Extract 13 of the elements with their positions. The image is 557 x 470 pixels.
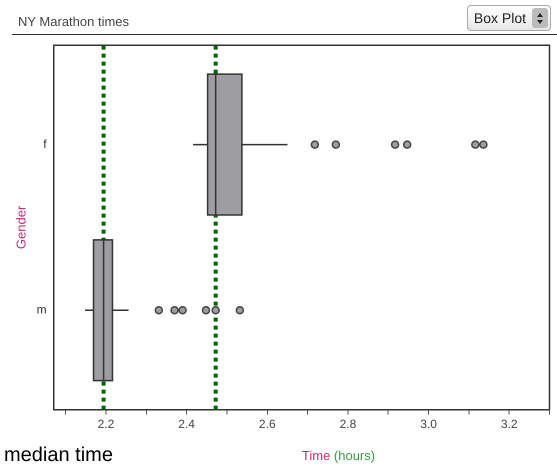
- y-axis-title: Gender: [13, 205, 28, 250]
- x-tick-label: 2.6: [258, 417, 276, 432]
- x-axis-title: Time (hours): [302, 448, 376, 463]
- x-tick-label: 3.0: [420, 417, 438, 432]
- chart-title: NY Marathon times: [18, 14, 130, 29]
- x-tick-label: 2.4: [178, 417, 196, 432]
- dropdown: Box Plot: [466, 5, 551, 31]
- y-tick-label: m: [36, 302, 47, 317]
- x-tick-label: 2.2: [98, 417, 115, 432]
- y-tick-label: f: [43, 136, 48, 151]
- x-tick-label: 3.2: [500, 417, 518, 432]
- text: median time: [4, 444, 113, 467]
- x-tick-label: 2.8: [340, 417, 357, 432]
